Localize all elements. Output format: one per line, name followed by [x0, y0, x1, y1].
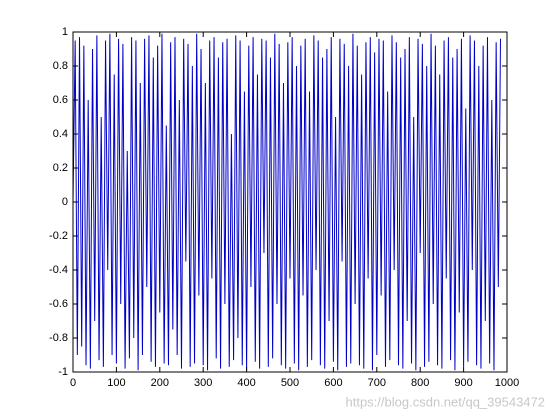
y-tick-label: 0.6 — [53, 94, 68, 106]
signal-line — [72, 33, 501, 371]
x-tick-label: 100 — [107, 377, 125, 389]
y-tick-label: -1 — [58, 366, 68, 378]
x-tick-label: 300 — [194, 377, 212, 389]
x-tick-label: 1000 — [495, 377, 519, 389]
x-tick-label: 600 — [324, 377, 342, 389]
x-tick-label: 400 — [237, 377, 255, 389]
x-tick-label: 700 — [368, 377, 386, 389]
y-tick-label: 1 — [62, 26, 68, 38]
y-tick-label: 0.4 — [53, 128, 68, 140]
y-tick-label: -0.2 — [49, 230, 68, 242]
x-tick-label: 900 — [454, 377, 472, 389]
x-tick-label: 800 — [411, 377, 429, 389]
y-tick-label: -0.8 — [49, 332, 68, 344]
y-tick-label: 0.8 — [53, 60, 68, 72]
y-tick-label: -0.6 — [49, 298, 68, 310]
y-tick-label: 0 — [62, 196, 68, 208]
x-tick-label: 200 — [151, 377, 169, 389]
y-tick-label: 0.2 — [53, 162, 68, 174]
watermark: https://blog.csdn.net/qq_39543472 — [346, 394, 546, 409]
x-tick-label: 0 — [70, 377, 76, 389]
y-tick-label: -0.4 — [49, 264, 68, 276]
x-tick-label: 500 — [281, 377, 299, 389]
